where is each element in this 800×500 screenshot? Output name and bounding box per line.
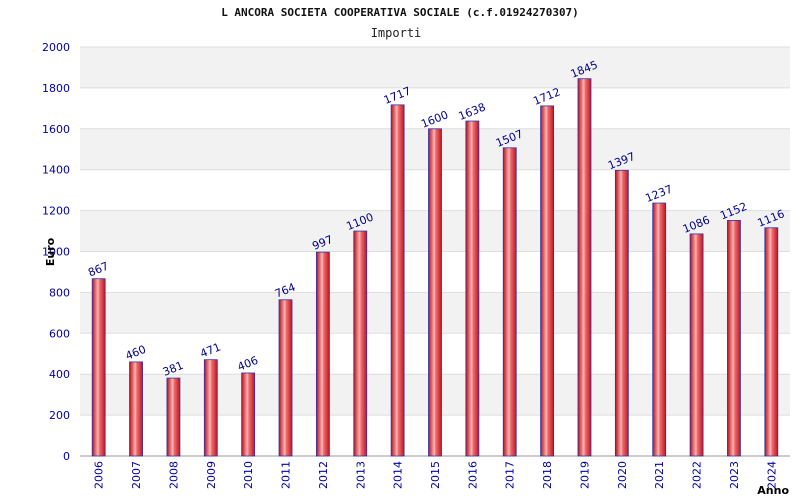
x-tick-label: 2015 [429, 461, 442, 489]
x-tick-label: 2006 [93, 461, 106, 489]
x-axis-ticks: 2006 2007 2008 2009 2010 2011 2012 2013 2014 2015… [93, 461, 779, 489]
y-tick-label: 1800 [42, 82, 70, 95]
x-tick-label: 2013 [354, 461, 367, 489]
plot-band [80, 47, 790, 88]
bar [166, 377, 181, 457]
bar [315, 251, 330, 457]
x-axis-label: Anno [757, 484, 789, 497]
x-tick-label: 2014 [392, 461, 405, 489]
bar [241, 372, 256, 457]
chart-subtitle: Importi [371, 26, 422, 40]
x-tick-label: 2016 [466, 461, 479, 489]
x-tick-label: 2008 [167, 461, 180, 489]
y-tick-label: 200 [49, 409, 70, 422]
bar [652, 202, 667, 457]
chart-title: L ANCORA SOCIETA COOPERATIVA SOCIALE (c.… [221, 6, 579, 19]
bar [428, 128, 442, 457]
bar [129, 361, 143, 457]
x-tick-label: 2023 [728, 461, 741, 489]
bar [577, 78, 592, 457]
y-tick-label: 1600 [42, 123, 70, 136]
y-axis-ticks: 0 200 400 600 800 1000 1200 1400 1600 1800 2000 [42, 41, 70, 463]
y-tick-label: 1200 [42, 205, 70, 218]
bar [203, 359, 218, 457]
y-tick-label: 0 [63, 450, 70, 463]
y-tick-label: 1000 [42, 246, 70, 259]
bar [727, 220, 741, 457]
y-tick-label: 400 [49, 368, 70, 381]
y-tick-label: 1400 [42, 164, 70, 177]
y-axis-label: Euro [44, 237, 57, 266]
x-tick-label: 2017 [504, 461, 517, 489]
y-tick-label: 2000 [42, 41, 70, 54]
y-tick-label: 600 [49, 327, 70, 340]
bar [278, 299, 293, 457]
x-tick-label: 2009 [205, 461, 218, 489]
bar [764, 227, 779, 457]
x-tick-label: 2007 [130, 461, 143, 489]
x-tick-label: 2022 [691, 461, 704, 489]
x-tick-label: 2018 [541, 461, 554, 489]
plot-band [80, 87, 790, 129]
bar [502, 147, 517, 457]
bars [91, 78, 779, 457]
bar [540, 105, 555, 457]
bar [689, 233, 704, 457]
x-tick-label: 2012 [317, 461, 330, 489]
x-tick-label: 2011 [280, 461, 293, 489]
x-tick-label: 2010 [242, 461, 255, 489]
x-tick-label: 2024 [765, 461, 778, 489]
bar [465, 120, 480, 457]
bar [390, 104, 405, 457]
bar [353, 230, 368, 457]
y-tick-label: 800 [49, 286, 70, 299]
x-tick-label: 2020 [616, 461, 629, 489]
bar [614, 169, 629, 457]
x-tick-label: 2021 [653, 461, 666, 489]
bar [91, 278, 106, 457]
x-tick-label: 2019 [578, 461, 591, 489]
